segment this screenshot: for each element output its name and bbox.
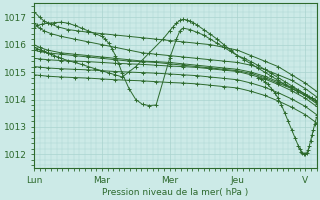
X-axis label: Pression niveau de la mer( hPa ): Pression niveau de la mer( hPa ) xyxy=(102,188,248,197)
